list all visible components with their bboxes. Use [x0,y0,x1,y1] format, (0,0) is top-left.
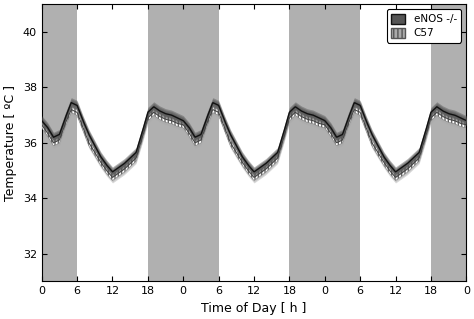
Legend: eNOS -/-, C57: eNOS -/-, C57 [387,9,461,42]
Y-axis label: Temperature [ ºC ]: Temperature [ ºC ] [4,85,17,201]
Bar [290,4,360,281]
Bar [148,4,219,281]
Bar [431,4,466,281]
Bar [42,4,77,281]
X-axis label: Time of Day [ h ]: Time of Day [ h ] [201,302,307,315]
